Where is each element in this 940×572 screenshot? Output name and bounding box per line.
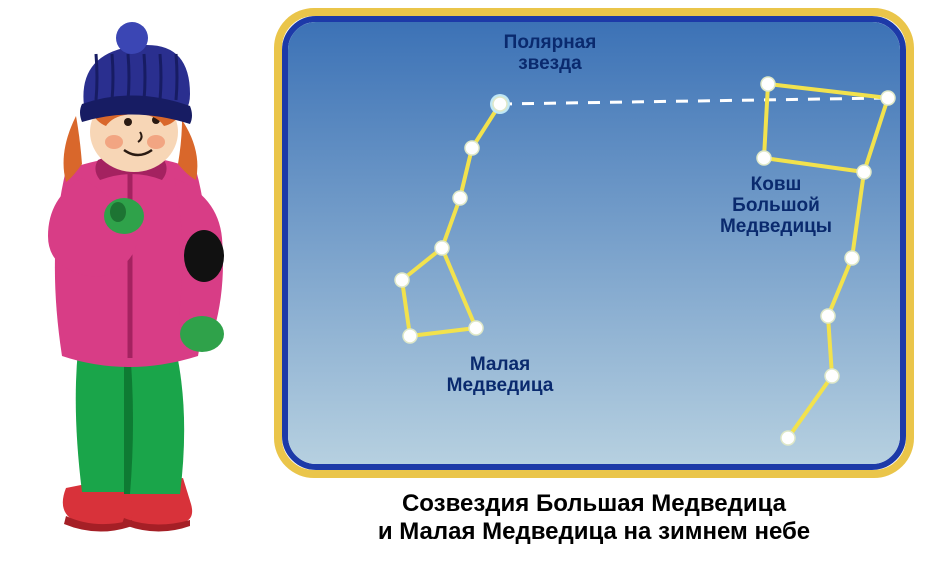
- ursa-minor-star: [435, 241, 449, 255]
- ursa-major-star: [821, 309, 835, 323]
- hat-rib: [160, 54, 161, 100]
- ursa-minor-star: [403, 329, 417, 343]
- constellation-overlay: Полярнаязвезда КовшБольшойМедведицы МалаяМ…: [288, 22, 900, 464]
- ursa-major-star: [845, 251, 859, 265]
- cheek-left: [105, 135, 123, 149]
- hat-rib: [112, 54, 113, 100]
- elbow-patch: [184, 230, 224, 282]
- ursa-minor-label: МалаяМедведица: [447, 354, 554, 396]
- ursa-minor-lines: [402, 104, 500, 336]
- ursa-major-star: [761, 77, 775, 91]
- ursa-major-star: [757, 151, 771, 165]
- polaris-pointer-line: [500, 98, 888, 104]
- girl-illustration: [6, 20, 266, 540]
- mitten-right: [180, 316, 224, 352]
- hat-pom: [116, 22, 148, 54]
- hat-rib: [128, 54, 129, 100]
- hat-rib: [176, 54, 177, 100]
- ursa-minor-star: [395, 273, 409, 287]
- ursa-major-star: [881, 91, 895, 105]
- eye-left: [124, 118, 132, 126]
- polaris-star: [493, 97, 507, 111]
- caption-line-2: и Малая Медведица на зимнем небе: [378, 518, 810, 545]
- figure-caption: Созвездия Большая Медведица и Малая Медв…: [274, 490, 914, 546]
- hat-rib: [144, 54, 145, 100]
- ursa-major-star: [857, 165, 871, 179]
- cheek-right: [147, 135, 165, 149]
- ursa-major-star: [825, 369, 839, 383]
- hat-rib: [96, 54, 97, 100]
- ursa-major-bowl-lines: [764, 84, 888, 172]
- ursa-major-star: [781, 431, 795, 445]
- caption-line-1: Созвездия Большая Медведица: [402, 490, 786, 517]
- ursa-minor-star: [465, 141, 479, 155]
- ursa-minor-star: [453, 191, 467, 205]
- ursa-minor-star: [469, 321, 483, 335]
- polaris-label: Полярнаязвезда: [504, 32, 597, 74]
- stage: Полярнаязвезда КовшБольшойМедведицы МалаяМ…: [0, 0, 940, 572]
- ursa-major-label: КовшБольшойМедведицы: [720, 174, 832, 237]
- sky-panel-frame-inner: Полярнаязвезда КовшБольшойМедведицы МалаяМ…: [282, 16, 906, 470]
- mitten-left-thumb: [110, 202, 126, 222]
